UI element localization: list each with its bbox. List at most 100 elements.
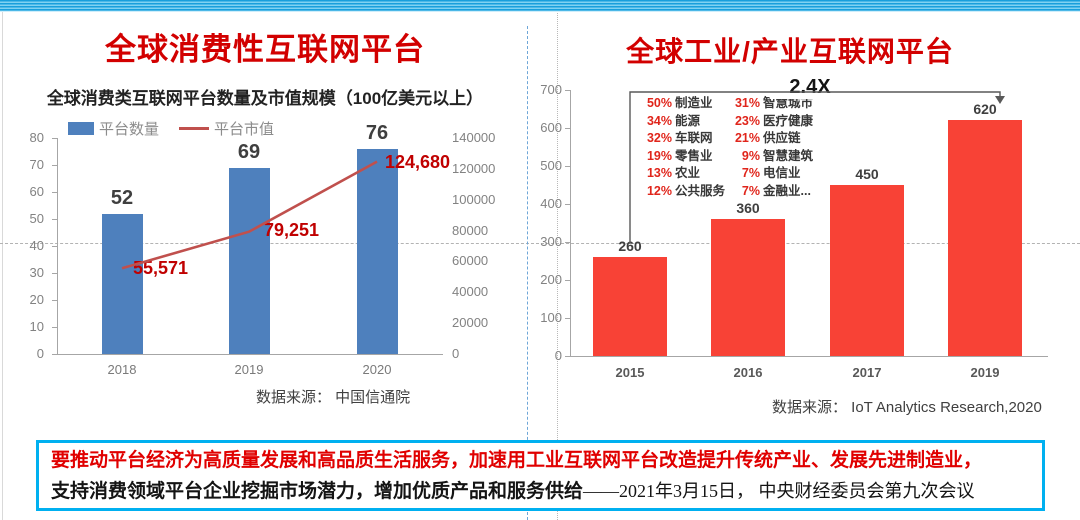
secondary-y-axis-label: 120000 xyxy=(452,160,496,176)
y-axis-tick xyxy=(565,242,570,243)
category-label: 2020 xyxy=(362,362,392,377)
left-chart-subtitle: 全球消费类互联网平台数量及市值规模（100亿美元以上） xyxy=(46,89,484,108)
y-axis-label: 70 xyxy=(29,157,44,172)
quote-line2-bold: 支持消费领域平台企业挖掘市场潜力，增加优质产品和服务供给 xyxy=(51,481,584,502)
secondary-y-axis-label: 80000 xyxy=(452,222,489,238)
industry-stat-cell: 34% 能源 xyxy=(637,113,725,131)
stat-percent: 7% xyxy=(741,183,760,198)
industry-stat-cell: 32% 车联网 xyxy=(637,130,725,148)
y-axis-tick xyxy=(52,273,57,274)
secondary-y-axis-label: 0 xyxy=(452,346,460,361)
y-axis-label: 0 xyxy=(554,348,562,363)
y-axis-label: 100 xyxy=(540,310,562,325)
stat-percent: 50% xyxy=(646,96,672,110)
y-axis-label: 200 xyxy=(540,272,562,287)
industrial-platform-bar xyxy=(830,185,904,356)
industry-stat-row: 19% 零售业 9% 智慧建筑 xyxy=(637,148,837,166)
y-axis-line xyxy=(570,90,571,356)
quote-line1: 要推动平台经济为高质量发展和高品质生活服务，加速用工业互联网平台改造提升传统产业… xyxy=(51,450,983,471)
guide-line-horizontal xyxy=(0,243,1080,244)
top-decorative-strip xyxy=(0,0,1080,12)
y-axis-label: 600 xyxy=(540,120,562,135)
stat-industry-label: 电信业 xyxy=(763,166,801,181)
category-label: 2016 xyxy=(733,365,763,380)
y-axis-label: 60 xyxy=(29,184,44,199)
bar-value-label: 450 xyxy=(855,166,879,182)
slide-left-edge-line xyxy=(2,11,3,520)
bar-value-label: 260 xyxy=(618,238,642,255)
legend-item: 平台数量 xyxy=(68,118,159,139)
y-axis-label: 30 xyxy=(29,265,44,280)
category-label: 2019 xyxy=(234,362,264,377)
y-axis-tick xyxy=(565,356,570,357)
y-axis-tick xyxy=(52,192,57,193)
stat-industry-label: 公共服务 xyxy=(674,183,725,198)
secondary-y-axis-label: 60000 xyxy=(452,253,489,269)
industry-stat-row: 32% 车联网 21% 供应链 xyxy=(637,130,837,148)
y-axis-label: 50 xyxy=(29,211,44,226)
y-axis-tick xyxy=(52,138,57,139)
y-axis-tick xyxy=(52,219,57,220)
y-axis-tick xyxy=(52,300,57,301)
y-axis-tick xyxy=(565,128,570,129)
y-axis-label: 20 xyxy=(29,292,44,307)
industry-stat-cell: 23% 医疗健康 xyxy=(725,113,837,131)
y-axis-label: 300 xyxy=(540,234,562,249)
category-label: 2019 xyxy=(970,365,1000,380)
left-chart-source: 数据来源： 中国信通院 xyxy=(256,389,411,406)
stat-industry-label: 车联网 xyxy=(675,131,713,146)
y-axis-label: 80 xyxy=(29,130,44,145)
left-chart-title: 全球消费性互联网平台 xyxy=(105,32,425,67)
stat-percent: 9% xyxy=(741,148,760,163)
industry-stat-cell: 19% 零售业 xyxy=(637,148,725,166)
quote-line2: 支持消费领域平台企业挖掘市场潜力，增加优质产品和服务供给——2021年3月15日… xyxy=(51,476,1030,508)
y-axis-tick xyxy=(565,204,570,205)
y-axis-label: 10 xyxy=(29,319,44,334)
stat-percent: 7% xyxy=(741,166,760,181)
legend-label: 平台数量 xyxy=(99,121,160,138)
stat-industry-label: 智慧建筑 xyxy=(763,148,814,163)
secondary-y-axis-label: 100000 xyxy=(452,191,496,207)
legend-label: 平台市值 xyxy=(214,121,275,138)
industry-stat-cell: 7% 金融业... xyxy=(725,183,837,201)
quote-citation: ——2021年3月15日， 中央财经委员会第九次会议 xyxy=(583,481,975,501)
growth-multiple-annotation: 2.4X xyxy=(770,76,850,99)
industrial-platform-bar xyxy=(711,219,785,356)
industry-stat-cell: 12% 公共服务 xyxy=(637,183,725,201)
stat-industry-label: 农业 xyxy=(675,166,701,181)
legend-line-swatch xyxy=(179,127,210,130)
bar-value-label: 69 xyxy=(237,140,261,163)
secondary-y-axis-label: 40000 xyxy=(452,284,489,300)
industry-stat-row: 34% 能源 23% 医疗健康 xyxy=(637,113,837,131)
y-axis-tick xyxy=(565,318,570,319)
category-label: 2017 xyxy=(852,365,882,380)
stat-industry-label: 医疗健康 xyxy=(763,113,814,128)
bar-value-label: 76 xyxy=(365,121,389,144)
stat-industry-label: 金融业... xyxy=(763,183,811,198)
y-axis-tick xyxy=(565,90,570,91)
bar-value-label: 360 xyxy=(736,200,760,217)
stat-percent: 34% xyxy=(646,113,672,128)
guide-line-vertical-blue xyxy=(527,26,528,520)
y-axis-label: 400 xyxy=(540,196,562,211)
stat-percent: 21% xyxy=(734,131,760,146)
quote-box: 要推动平台经济为高质量发展和高品质生活服务，加速用工业互联网平台改造提升传统产业… xyxy=(36,440,1045,511)
y-axis-tick xyxy=(565,280,570,281)
y-axis-tick xyxy=(52,165,57,166)
stat-industry-label: 零售业 xyxy=(675,148,713,163)
y-axis-tick xyxy=(52,327,57,328)
line-data-label: 124,680 xyxy=(385,151,451,172)
legend-bar-swatch xyxy=(68,122,94,135)
x-axis-line xyxy=(565,356,1048,357)
industry-stat-cell: 13% 农业 xyxy=(637,165,725,183)
bar-value-label: 620 xyxy=(973,101,997,118)
y-axis-label: 500 xyxy=(540,158,562,173)
category-label: 2018 xyxy=(107,362,137,377)
industry-stat-row: 12% 公共服务 7% 金融业... xyxy=(637,183,837,201)
stat-industry-label: 制造业 xyxy=(675,96,713,110)
industry-stat-cell: 7% 电信业 xyxy=(725,165,837,183)
industrial-platform-bar xyxy=(593,257,667,356)
y-axis-tick xyxy=(565,166,570,167)
industry-share-list: 50% 制造业 31% 智慧城市 34% 能源 23% 医疗健康 32% 车联网 21% 供应链 19%… xyxy=(637,95,837,201)
